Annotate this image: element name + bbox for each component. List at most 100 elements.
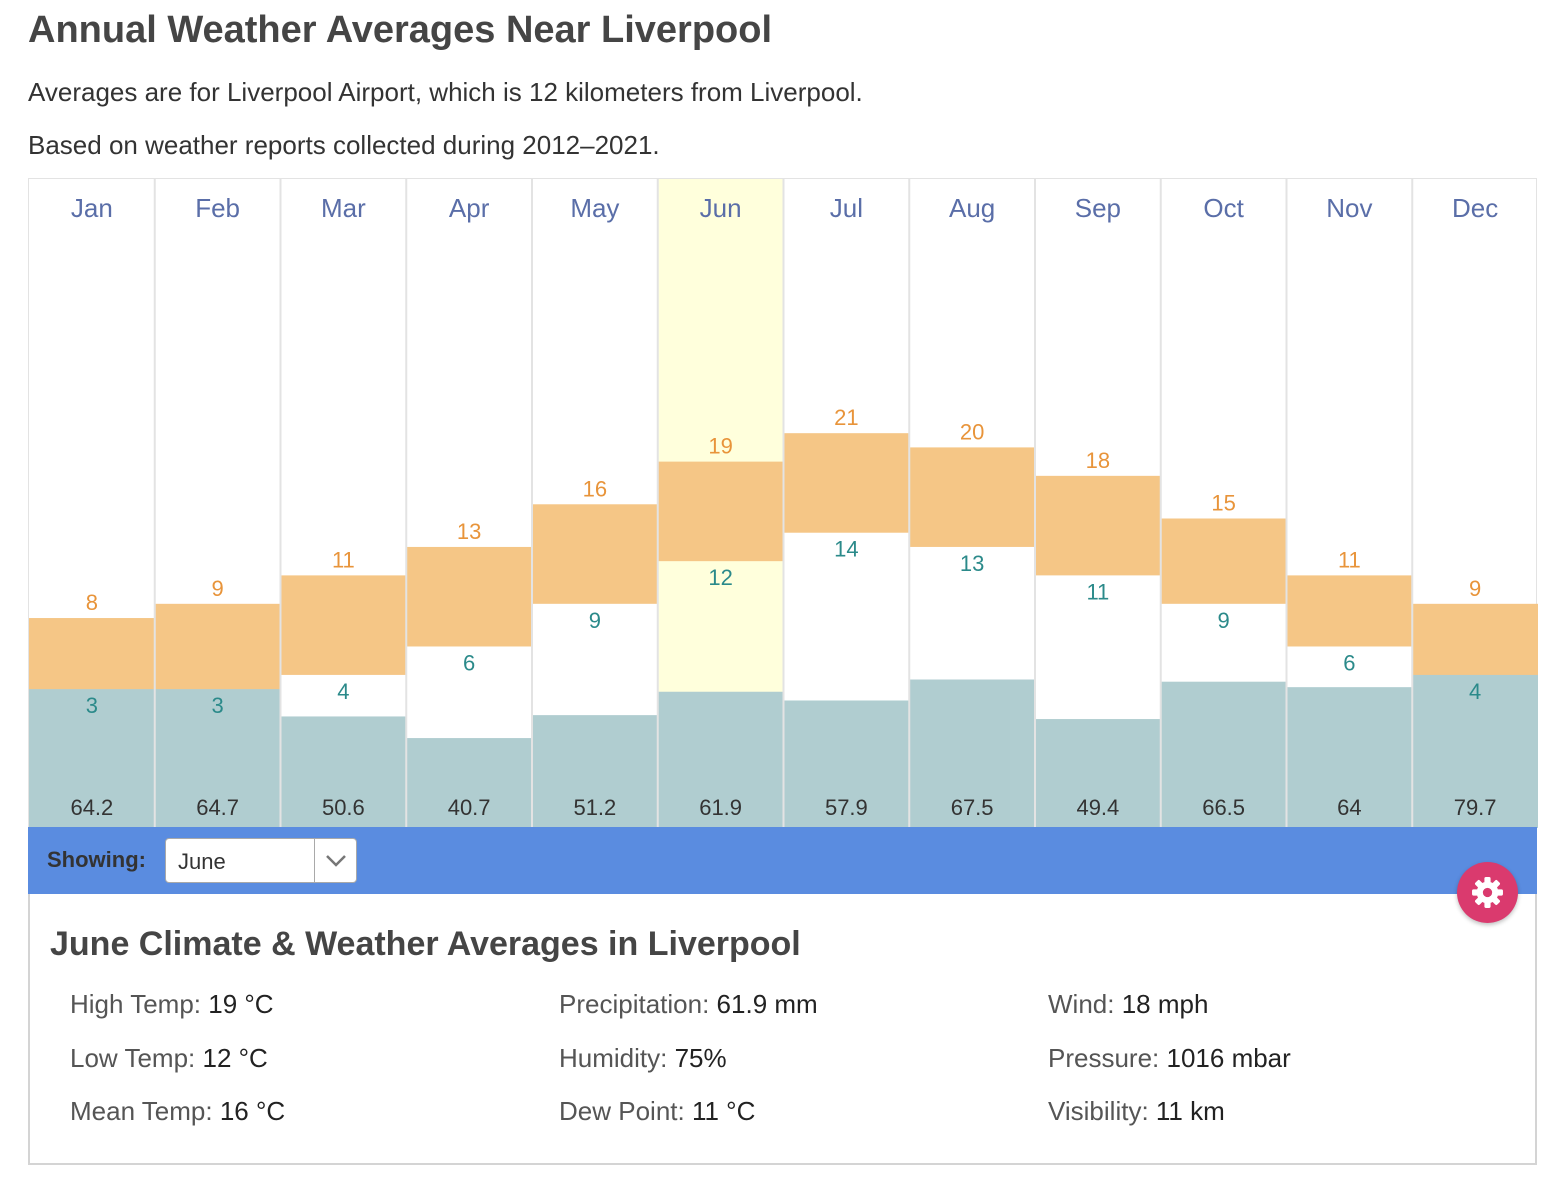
- low-temp-label: 4: [1469, 679, 1481, 704]
- month-label: Oct: [1203, 193, 1244, 223]
- stat-label: Humidity:: [559, 1043, 668, 1073]
- temp-range-bar: [280, 575, 407, 675]
- stat-wind: Wind: 18 mph: [1048, 989, 1208, 1019]
- month-selector-bar: Showing: June: [28, 827, 1537, 894]
- precip-label: 64: [1337, 795, 1361, 820]
- low-temp-label: 14: [834, 537, 858, 562]
- high-temp-label: 9: [212, 576, 224, 601]
- monthly-weather-chart: Jan 8 3 64.2 Feb 9 3 64.7 Mar 11 4 50.6 Apr 13 6 40.7 Ma…: [28, 178, 1538, 828]
- stat-label: Mean Temp:: [70, 1096, 213, 1126]
- high-temp-label: 9: [1469, 576, 1481, 601]
- temp-range-bar: [909, 447, 1035, 547]
- location-note: Averages are for Liverpool Airport, whic…: [28, 77, 863, 107]
- month-label: Aug: [949, 193, 995, 223]
- precip-bar: [783, 700, 910, 828]
- stat-label: Low Temp:: [70, 1043, 196, 1073]
- stat-precipitation: Precipitation: 61.9 mm: [559, 989, 818, 1019]
- precip-label: 57.9: [825, 795, 868, 820]
- stat-humidity: Humidity: 75%: [559, 1043, 727, 1073]
- month-label: Jun: [700, 193, 742, 223]
- temp-range-bar: [1160, 518, 1287, 604]
- showing-label: Showing:: [47, 847, 146, 872]
- high-temp-label: 21: [834, 405, 858, 430]
- details-title: June Climate & Weather Averages in Liver…: [50, 925, 801, 963]
- temp-range-bar: [783, 433, 910, 533]
- low-temp-label: 11: [1086, 579, 1109, 604]
- precip-bar: [1160, 681, 1287, 828]
- temp-range-bar: [657, 461, 784, 562]
- precip-bar: [154, 685, 281, 828]
- low-temp-label: 3: [86, 693, 98, 718]
- temp-range-bar: [1412, 603, 1538, 675]
- month-label: Apr: [449, 193, 490, 223]
- precip-label: 51.2: [573, 795, 616, 820]
- stat-label: Precipitation:: [559, 989, 710, 1019]
- high-temp-label: 16: [583, 476, 607, 501]
- stat-low-temp: Low Temp: 12 °C: [70, 1043, 268, 1073]
- month-select-value: June: [178, 849, 226, 874]
- precip-label: 61.9: [699, 795, 742, 820]
- low-temp-label: 3: [212, 693, 224, 718]
- low-temp-label: 4: [337, 679, 349, 704]
- precip-bar: [1035, 719, 1161, 828]
- low-temp-label: 6: [463, 650, 475, 675]
- precip-label: 64.7: [196, 795, 239, 820]
- stat-label: Pressure:: [1048, 1043, 1160, 1073]
- stat-value: 11 km: [1155, 1096, 1225, 1126]
- month-label: Jan: [71, 193, 113, 223]
- stat-visibility: Visibility: 11 km: [1048, 1096, 1225, 1126]
- high-temp-label: 8: [86, 590, 98, 615]
- high-temp-label: 18: [1086, 448, 1110, 473]
- stat-dew-point: Dew Point: 11 °C: [559, 1096, 755, 1126]
- low-temp-label: 13: [960, 551, 984, 576]
- month-label: Jul: [830, 193, 863, 223]
- precip-bar: [29, 686, 155, 828]
- precip-label: 50.6: [322, 795, 365, 820]
- precip-bar: [1412, 652, 1538, 828]
- monthly-weather-chart-svg: Jan 8 3 64.2 Feb 9 3 64.7 Mar 11 4 50.6 Apr 13 6 40.7 Ma…: [29, 179, 1538, 828]
- precip-label: 79.7: [1454, 795, 1497, 820]
- precip-bar: [280, 716, 407, 828]
- select-divider: [314, 839, 315, 882]
- low-temp-label: 12: [708, 565, 732, 590]
- precip-label: 64.2: [70, 795, 113, 820]
- precip-bar: [909, 679, 1035, 828]
- month-label: Dec: [1452, 193, 1498, 223]
- settings-button[interactable]: [1457, 862, 1518, 923]
- month-label: Mar: [321, 193, 366, 223]
- month-label: Nov: [1326, 193, 1372, 223]
- stat-value: 18 mph: [1121, 989, 1209, 1019]
- month-label: Feb: [195, 193, 240, 223]
- precip-bar: [1286, 687, 1413, 828]
- precip-bar: [532, 715, 658, 828]
- precip-label: 66.5: [1202, 795, 1245, 820]
- month-label: Sep: [1075, 193, 1121, 223]
- stat-label: Dew Point:: [559, 1096, 685, 1126]
- temp-range-bar: [154, 603, 281, 690]
- temp-range-bar: [406, 546, 532, 647]
- high-temp-label: 15: [1211, 491, 1235, 516]
- month-label: May: [570, 193, 619, 223]
- low-temp-label: 9: [1218, 608, 1230, 633]
- page-title: Annual Weather Averages Near Liverpool: [28, 9, 773, 51]
- stat-mean-temp: Mean Temp: 16 °C: [70, 1096, 285, 1126]
- temp-range-bar: [29, 618, 155, 690]
- month-select[interactable]: June: [165, 838, 357, 883]
- gear-icon: [1472, 877, 1503, 908]
- stat-value: 75%: [674, 1043, 727, 1073]
- stat-label: High Temp:: [70, 989, 202, 1019]
- data-period-note: Based on weather reports collected durin…: [28, 130, 660, 160]
- stat-pressure: Pressure: 1016 mbar: [1048, 1043, 1291, 1073]
- low-temp-label: 6: [1343, 650, 1355, 675]
- stat-value: 11 °C: [691, 1096, 756, 1126]
- stat-label: Visibility:: [1048, 1096, 1149, 1126]
- low-temp-label: 9: [589, 608, 601, 633]
- chevron-down-icon: [326, 855, 346, 867]
- high-temp-label: 11: [332, 547, 355, 572]
- high-temp-label: 11: [1338, 547, 1361, 572]
- temp-range-bar: [1035, 475, 1161, 576]
- precip-bar: [406, 738, 532, 828]
- high-temp-label: 13: [457, 519, 481, 544]
- stat-value: 19 °C: [208, 989, 274, 1019]
- precip-bar: [657, 691, 784, 828]
